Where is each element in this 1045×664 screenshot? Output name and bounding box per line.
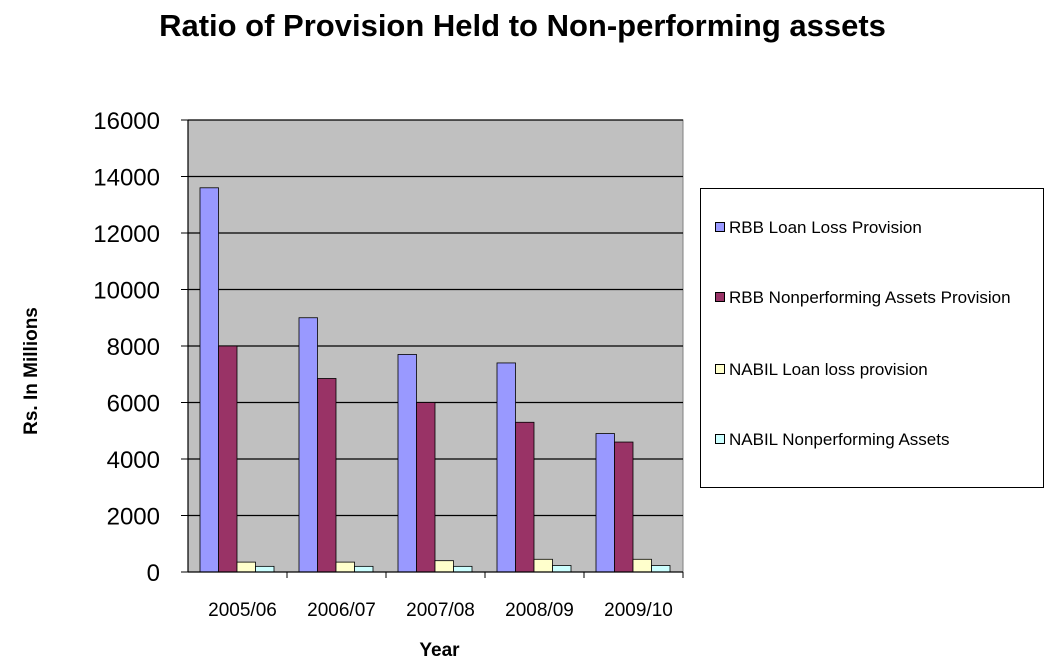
legend-swatch — [715, 292, 725, 302]
legend-label: RBB Nonperforming Assets Provision — [729, 288, 1011, 307]
bar — [335, 561, 355, 573]
y-tick-label: 2000 — [107, 504, 160, 531]
y-tick-label: 10000 — [93, 278, 160, 305]
bar — [298, 317, 318, 573]
bar — [255, 565, 275, 573]
bar — [354, 565, 374, 573]
y-tick-label: 8000 — [107, 334, 160, 361]
bar — [434, 560, 454, 573]
bars — [199, 187, 671, 573]
bar — [453, 565, 473, 573]
bar — [515, 421, 535, 573]
legend-label: NABIL Loan loss provision — [729, 360, 928, 379]
legend-swatch — [715, 364, 725, 374]
bar — [199, 187, 219, 573]
chart-title: Ratio of Provision Held to Non-performin… — [159, 8, 886, 43]
x-tick-label: 2009/10 — [604, 600, 673, 621]
bar — [317, 378, 337, 573]
legend-swatch — [715, 222, 725, 232]
y-axis-title: Rs. In Millions — [21, 307, 42, 435]
bar — [651, 565, 671, 573]
bar — [218, 345, 238, 573]
y-tick-label: 12000 — [93, 221, 160, 248]
x-tick-label: 2007/08 — [406, 600, 475, 621]
bar — [595, 433, 615, 573]
gridlines — [188, 119, 683, 517]
bar — [416, 402, 436, 573]
bar — [632, 558, 652, 573]
bar — [236, 561, 256, 573]
y-tick-label: 4000 — [107, 447, 160, 474]
x-tick-label: 2006/07 — [307, 600, 376, 621]
y-tick-label: 14000 — [93, 165, 160, 192]
legend-label: NABIL Nonperforming Assets — [729, 430, 950, 449]
legend: RBB Loan Loss Provision RBB Nonperforming… — [700, 188, 1044, 488]
bar — [496, 362, 516, 573]
bar — [533, 558, 553, 573]
y-tick-label: 0 — [147, 560, 160, 587]
bar — [614, 441, 634, 573]
bar — [552, 565, 572, 573]
x-axis-title: Year — [419, 640, 460, 661]
y-tick-label: 16000 — [93, 108, 160, 135]
legend-label: RBB Loan Loss Provision — [729, 218, 922, 237]
x-tick-label: 2005/06 — [208, 600, 277, 621]
y-tick-label: 6000 — [107, 391, 160, 418]
axes: 0 2000 4000 6000 8000 10000 12000 14000 16000 200… — [93, 108, 684, 621]
x-tick-label: 2008/09 — [505, 600, 574, 621]
bar — [397, 354, 417, 573]
legend-swatch — [715, 434, 725, 444]
